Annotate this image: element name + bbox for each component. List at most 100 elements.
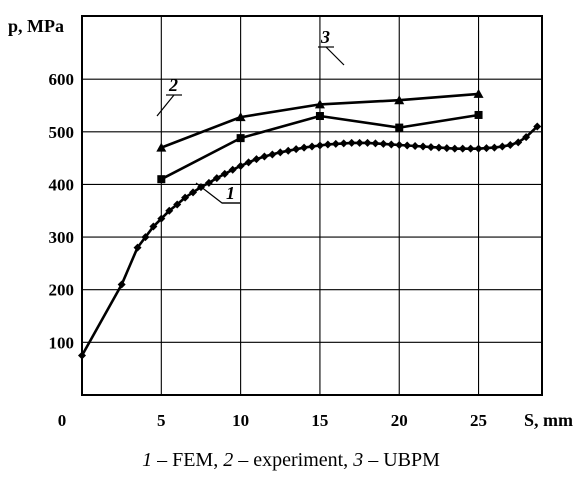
series-1-line (80, 125, 539, 357)
series-1-point-44 (466, 144, 475, 153)
series-1-point-24 (308, 142, 316, 151)
series-1-point-26 (323, 140, 332, 149)
curve-tag-1: 1 (226, 183, 235, 203)
caption-text-3: – UBPM (363, 449, 440, 471)
series-1-point-32 (371, 139, 380, 148)
caption-text-1: – FEM, (152, 449, 224, 471)
x-tick-label-0: 0 (58, 411, 67, 430)
series-1-point-19 (268, 150, 277, 159)
x-tick-label-1: 5 (157, 411, 166, 430)
series-2-point-1 (236, 134, 245, 143)
series-1-point-9 (189, 188, 198, 197)
series-1-point-31 (363, 138, 372, 147)
series-1-point-52 (533, 122, 542, 131)
curve-tag-2: 2 (168, 75, 178, 95)
series-3-point-3 (394, 95, 405, 105)
plot-frame (81, 15, 543, 396)
curve-tag-3: 3 (320, 27, 330, 47)
series-3-point-2 (314, 99, 325, 109)
series-1-point-49 (506, 140, 515, 149)
series-1-point-20 (276, 148, 285, 157)
series-1 (78, 122, 542, 360)
series-1-point-15 (236, 162, 245, 171)
series-1-point-46 (482, 144, 491, 153)
series-1-point-1 (117, 280, 126, 289)
y-tick-label-1: 200 (49, 281, 75, 300)
series-1-point-41 (442, 144, 451, 153)
series-1-point-16 (244, 158, 253, 167)
series-1-point-40 (434, 143, 443, 152)
series-2-point-0 (157, 175, 166, 184)
leader-series-2 (156, 94, 175, 117)
series-1-point-14 (228, 165, 237, 174)
y-tick-label-4: 500 (49, 123, 75, 142)
series-1-point-5 (157, 214, 166, 223)
series-1-point-11 (204, 178, 213, 187)
series-1-point-50 (514, 138, 523, 147)
series (78, 88, 542, 360)
series-1-point-43 (458, 144, 467, 153)
y-axis-ticks: 100 200 300 400 500 600 (49, 70, 75, 352)
series-2-point-3 (395, 123, 404, 132)
series-1-point-30 (355, 138, 364, 147)
series-3-point-4 (473, 88, 484, 98)
series-1-point-8 (181, 193, 190, 202)
y-tick-label-0: 100 (49, 333, 75, 352)
caption-num-1: 1 (142, 449, 153, 471)
series-3-point-1 (235, 112, 246, 122)
series-1-point-35 (395, 140, 404, 149)
series-1-point-36 (403, 141, 412, 150)
series-2 (157, 110, 483, 184)
series-1-point-45 (474, 144, 483, 153)
series-1-point-7 (173, 200, 182, 209)
series-1-point-42 (450, 144, 459, 153)
series-1-point-3 (141, 233, 150, 242)
series-1-point-6 (165, 206, 174, 215)
series-1-point-37 (411, 142, 420, 151)
x-axis-label: S, mm (524, 410, 573, 430)
series-1-point-29 (347, 138, 356, 147)
series-1-point-21 (284, 146, 293, 155)
series-1-point-28 (339, 139, 348, 148)
series-1-point-48 (498, 142, 507, 151)
series-1-point-2 (133, 243, 142, 252)
series-1-point-47 (490, 143, 499, 152)
series-1-point-13 (220, 169, 229, 178)
series-1-point-33 (379, 139, 388, 148)
curve-tag-underlines (166, 46, 334, 204)
series-1-point-22 (292, 145, 301, 154)
y-tick-label-3: 400 (49, 175, 75, 194)
curve-tag-leaders (156, 46, 345, 204)
series-1-point-27 (331, 139, 340, 148)
series-1-point-25 (315, 141, 324, 150)
series-2-point-4 (474, 110, 483, 119)
series-1-point-51 (522, 133, 531, 142)
y-tick-label-5: 600 (49, 70, 75, 89)
series-1-point-0 (78, 351, 86, 360)
x-tick-label-3: 15 (311, 411, 328, 430)
series-1-point-17 (252, 155, 261, 164)
series-1-point-38 (419, 142, 428, 151)
caption-num-3: 3 (353, 449, 364, 471)
x-tick-label-4: 20 (391, 411, 408, 430)
series-1-point-4 (149, 222, 158, 231)
series-1-point-12 (212, 174, 221, 183)
y-tick-label-2: 300 (49, 228, 75, 247)
x-tick-label-5: 25 (470, 411, 487, 430)
series-2-point-2 (315, 112, 324, 121)
caption-text-2: – experiment, (233, 449, 354, 471)
series-3-point-0 (156, 142, 167, 152)
y-axis-label: p, MPa (8, 16, 64, 36)
series-1-point-34 (387, 140, 396, 149)
series-1-point-23 (300, 143, 309, 152)
x-axis-ticks: 0 5 10 15 20 25 (58, 411, 487, 430)
leader-series-3 (325, 46, 345, 66)
caption-num-2: 2 (223, 449, 234, 471)
series-1-point-39 (426, 143, 435, 152)
series-3 (156, 88, 484, 152)
x-tick-label-2: 10 (232, 411, 249, 430)
figure-caption: 1 – FEM, 2 – experiment, 3 – UBPM (0, 449, 582, 472)
grid (82, 16, 542, 395)
series-1-point-18 (260, 152, 269, 161)
